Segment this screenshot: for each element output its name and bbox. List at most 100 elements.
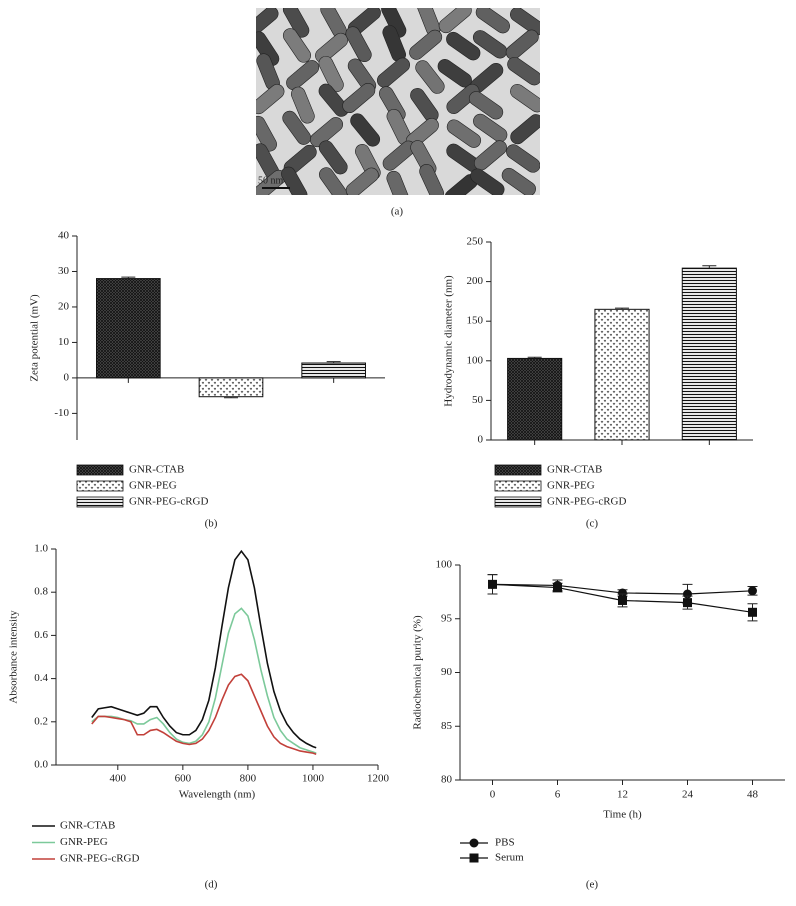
nanorod	[470, 168, 505, 195]
legend-label: GNR-CTAB	[547, 464, 602, 476]
bar	[301, 362, 366, 379]
marker	[488, 579, 497, 589]
y-tick-label: 10	[58, 336, 70, 348]
y-tick-label: 0.6	[34, 629, 48, 641]
nanorod	[310, 117, 344, 148]
error-bar	[121, 276, 136, 279]
bar	[96, 278, 161, 379]
line	[91, 549, 317, 749]
caption: (d)	[205, 879, 218, 891]
y-tick-label: 90	[441, 666, 453, 678]
y-tick-label: 100	[467, 354, 484, 366]
y-tick-label: 0.4	[34, 672, 48, 684]
y-tick-label: 30	[58, 265, 70, 277]
nanorod	[318, 167, 348, 195]
y-tick-label: 95	[441, 612, 453, 624]
x-tick-label: 0	[490, 789, 496, 801]
legend-swatch	[494, 480, 542, 492]
nanorod	[282, 110, 311, 145]
y-tick-label: 80	[441, 774, 453, 786]
x-tick-label: 6	[555, 789, 561, 801]
nanorod	[472, 30, 508, 59]
marker	[748, 607, 757, 617]
y-tick-label: 150	[467, 315, 484, 327]
nanorod	[506, 144, 540, 173]
legend-label: PBS	[495, 837, 515, 849]
nanorod	[256, 8, 279, 37]
nanorod	[510, 83, 540, 113]
nanorod	[256, 84, 285, 115]
marker	[683, 598, 692, 608]
y-tick-label: 100	[436, 559, 453, 571]
x-tick-label: 48	[747, 789, 759, 801]
y-tick-label: 0.0	[34, 759, 48, 771]
nanorod	[446, 31, 481, 61]
bar	[507, 357, 563, 441]
marker	[553, 583, 562, 593]
nanorod	[509, 8, 540, 36]
y-axis-label: Absorbance intensity	[8, 610, 20, 704]
error-bar	[527, 356, 542, 359]
nanorod	[290, 86, 315, 124]
marker	[618, 595, 627, 605]
legend-label: GNR-PEG	[60, 836, 108, 848]
y-tick-label: 20	[58, 300, 70, 312]
legend-swatch	[494, 496, 542, 508]
nanorod	[256, 115, 277, 152]
nanorod	[345, 26, 372, 63]
x-tick-label: 800	[240, 773, 257, 785]
y-tick-label: 0.2	[34, 715, 48, 727]
x-tick-label: 1000	[302, 773, 325, 785]
legend-label: Serum	[495, 852, 524, 864]
x-tick-label: 400	[110, 773, 127, 785]
error-bar	[224, 396, 238, 399]
x-tick-label: 24	[682, 789, 694, 801]
nanorod	[473, 113, 508, 143]
nanorod	[409, 29, 443, 60]
nanorod	[350, 113, 381, 147]
nanorod	[318, 83, 349, 117]
nanorod	[468, 91, 504, 120]
error-bar	[702, 265, 717, 269]
line	[91, 607, 317, 754]
x-tick-label: 600	[175, 773, 192, 785]
marker	[618, 588, 627, 598]
y-tick-label: 85	[441, 720, 453, 732]
nanorod	[282, 8, 310, 38]
y-tick-label: 200	[467, 275, 484, 287]
nanorod	[256, 31, 280, 67]
nanorod	[475, 8, 511, 34]
legend-label: GNR-PEG	[547, 480, 595, 492]
error-bar	[615, 307, 629, 310]
y-tick-label: 50	[472, 394, 484, 406]
y-axis-label: Radiochemical purity (%)	[412, 615, 424, 730]
x-axis-label: Wavelength (nm)	[179, 789, 256, 801]
legend-label: GNR-CTAB	[129, 464, 184, 476]
marker	[748, 586, 757, 596]
legend-swatch	[76, 480, 124, 492]
bar	[681, 267, 737, 441]
nanorod	[318, 140, 348, 175]
marker	[469, 838, 479, 848]
y-tick-label: 40	[58, 230, 70, 242]
legend-label: GNR-PEG	[129, 480, 177, 492]
y-tick-label: 250	[467, 236, 484, 248]
nanorod	[446, 119, 482, 148]
nanorod	[286, 60, 320, 91]
legend-swatch	[76, 464, 124, 476]
y-tick-label: 0.8	[34, 586, 48, 598]
error-bar	[326, 361, 341, 364]
x-tick-label: 12	[617, 789, 628, 801]
nanorod	[342, 82, 376, 114]
nanorod	[377, 57, 410, 88]
bar	[198, 377, 264, 398]
y-tick-label: 1.0	[34, 543, 48, 555]
nanorod	[386, 170, 410, 195]
caption: (e)	[586, 879, 599, 891]
nanorod	[507, 56, 540, 86]
nanorod	[381, 8, 407, 38]
nanorod	[438, 8, 472, 34]
caption: (b)	[205, 518, 218, 530]
line	[91, 673, 317, 755]
